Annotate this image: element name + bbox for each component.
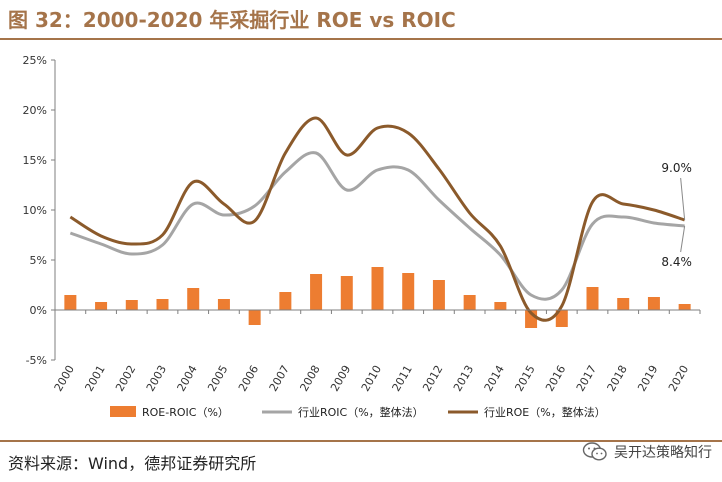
- legend-roe-roic: ROE-ROIC（%）: [110, 406, 229, 419]
- x-tick-label: 2006: [236, 363, 261, 394]
- figure-title: 图 32：2000-2020 年采掘行业 ROE vs ROIC: [8, 8, 456, 32]
- watermark-text: 吴开达策略知行: [614, 445, 712, 461]
- legend-label: 行业ROIC（%，整体法）: [298, 405, 424, 419]
- bar-2014: [494, 302, 507, 310]
- x-tick-label: 2002: [113, 363, 138, 394]
- y-tick-label: 25%: [23, 54, 47, 67]
- y-tick-label: 10%: [23, 204, 47, 217]
- bar-2019: [647, 297, 660, 310]
- x-tick-labels: 2000 2001 2002 2003 2004 2005 2006 2007 2008 2009…: [52, 363, 692, 394]
- bar-2009: [340, 276, 353, 310]
- x-tick-label: 2008: [297, 363, 322, 394]
- line-industry-roe: [69, 116, 686, 322]
- wechat-icon: [582, 442, 607, 461]
- bar-2000: [64, 295, 77, 310]
- legend-swatch: [110, 406, 136, 417]
- legend-industry-roic: 行业ROIC（%，整体法）: [262, 405, 424, 419]
- annotations: 9.0% 8.4%: [661, 161, 692, 269]
- x-tick-label: 2018: [605, 363, 630, 394]
- chart: -5% 0% 5% 10% 15% 20% 25% 2000 2001 2002 2003 2004…: [23, 54, 701, 419]
- x-tick-label: 2004: [175, 363, 200, 394]
- x-tick-label: 2007: [267, 363, 292, 394]
- bar-2016: [555, 310, 568, 327]
- bar-2002: [125, 300, 138, 310]
- series-lines: [69, 116, 686, 322]
- x-tick-label: 2013: [451, 363, 476, 394]
- watermark: 吴开达策略知行: [582, 441, 712, 463]
- x-tick-label: 2015: [512, 363, 537, 394]
- x-tick-label: 2014: [482, 363, 507, 394]
- annotation-leader: [680, 177, 686, 221]
- line-industry-roic: [69, 151, 685, 301]
- legend-industry-roe: 行业ROE（%，整体法）: [448, 405, 606, 419]
- bar-2011: [402, 273, 415, 310]
- bar-2013: [463, 295, 476, 310]
- footer-divider: [0, 440, 722, 442]
- x-tick-label: 2020: [666, 363, 691, 394]
- y-axis: -5% 0% 5% 10% 15% 20% 25%: [23, 54, 56, 367]
- bar-2003: [156, 299, 169, 310]
- legend-label: ROE-ROIC（%）: [142, 406, 229, 419]
- y-tick-label: -5%: [26, 354, 47, 367]
- x-tick-label: 2005: [205, 363, 230, 394]
- bar-2017: [586, 287, 599, 310]
- title-divider: [0, 38, 722, 40]
- bar-2018: [617, 298, 630, 310]
- y-tick-label: 0%: [30, 304, 47, 317]
- x-tick-label: 2011: [390, 363, 415, 394]
- bar-2020: [678, 304, 691, 310]
- x-tick-label: 2001: [82, 363, 107, 394]
- x-tick-label: 2019: [635, 363, 660, 394]
- bar-2007: [279, 292, 292, 310]
- x-tick-label: 2017: [574, 363, 599, 394]
- bar-2004: [187, 288, 200, 310]
- x-tick-label: 2012: [420, 363, 445, 394]
- legend: ROE-ROIC（%） 行业ROIC（%，整体法） 行业ROE（%，整体法）: [110, 405, 606, 419]
- y-tick-label: 20%: [23, 104, 47, 117]
- bar-2005: [217, 299, 230, 310]
- x-tick-label: 2010: [359, 363, 384, 394]
- legend-label: 行业ROE（%，整体法）: [484, 405, 606, 419]
- bar-2001: [95, 302, 108, 310]
- source-note: 资料来源：Wind，德邦证券研究所: [8, 454, 257, 473]
- bar-2010: [371, 267, 384, 310]
- x-tick-label: 2000: [52, 363, 77, 394]
- x-tick-label: 2016: [543, 363, 568, 394]
- annotation-roe-2020: 9.0%: [661, 161, 692, 175]
- y-tick-label: 5%: [30, 254, 47, 267]
- bar-2012: [432, 280, 445, 310]
- bar-2008: [310, 274, 323, 310]
- y-tick-label: 15%: [23, 154, 47, 167]
- bar-2006: [248, 310, 261, 325]
- annotation-leader: [680, 225, 686, 253]
- bars-roe-roic: [64, 267, 691, 328]
- zero-axis: [54, 309, 701, 314]
- annotation-roic-2020: 8.4%: [661, 255, 692, 269]
- x-tick-label: 2003: [144, 363, 169, 394]
- x-tick-label: 2009: [328, 363, 353, 394]
